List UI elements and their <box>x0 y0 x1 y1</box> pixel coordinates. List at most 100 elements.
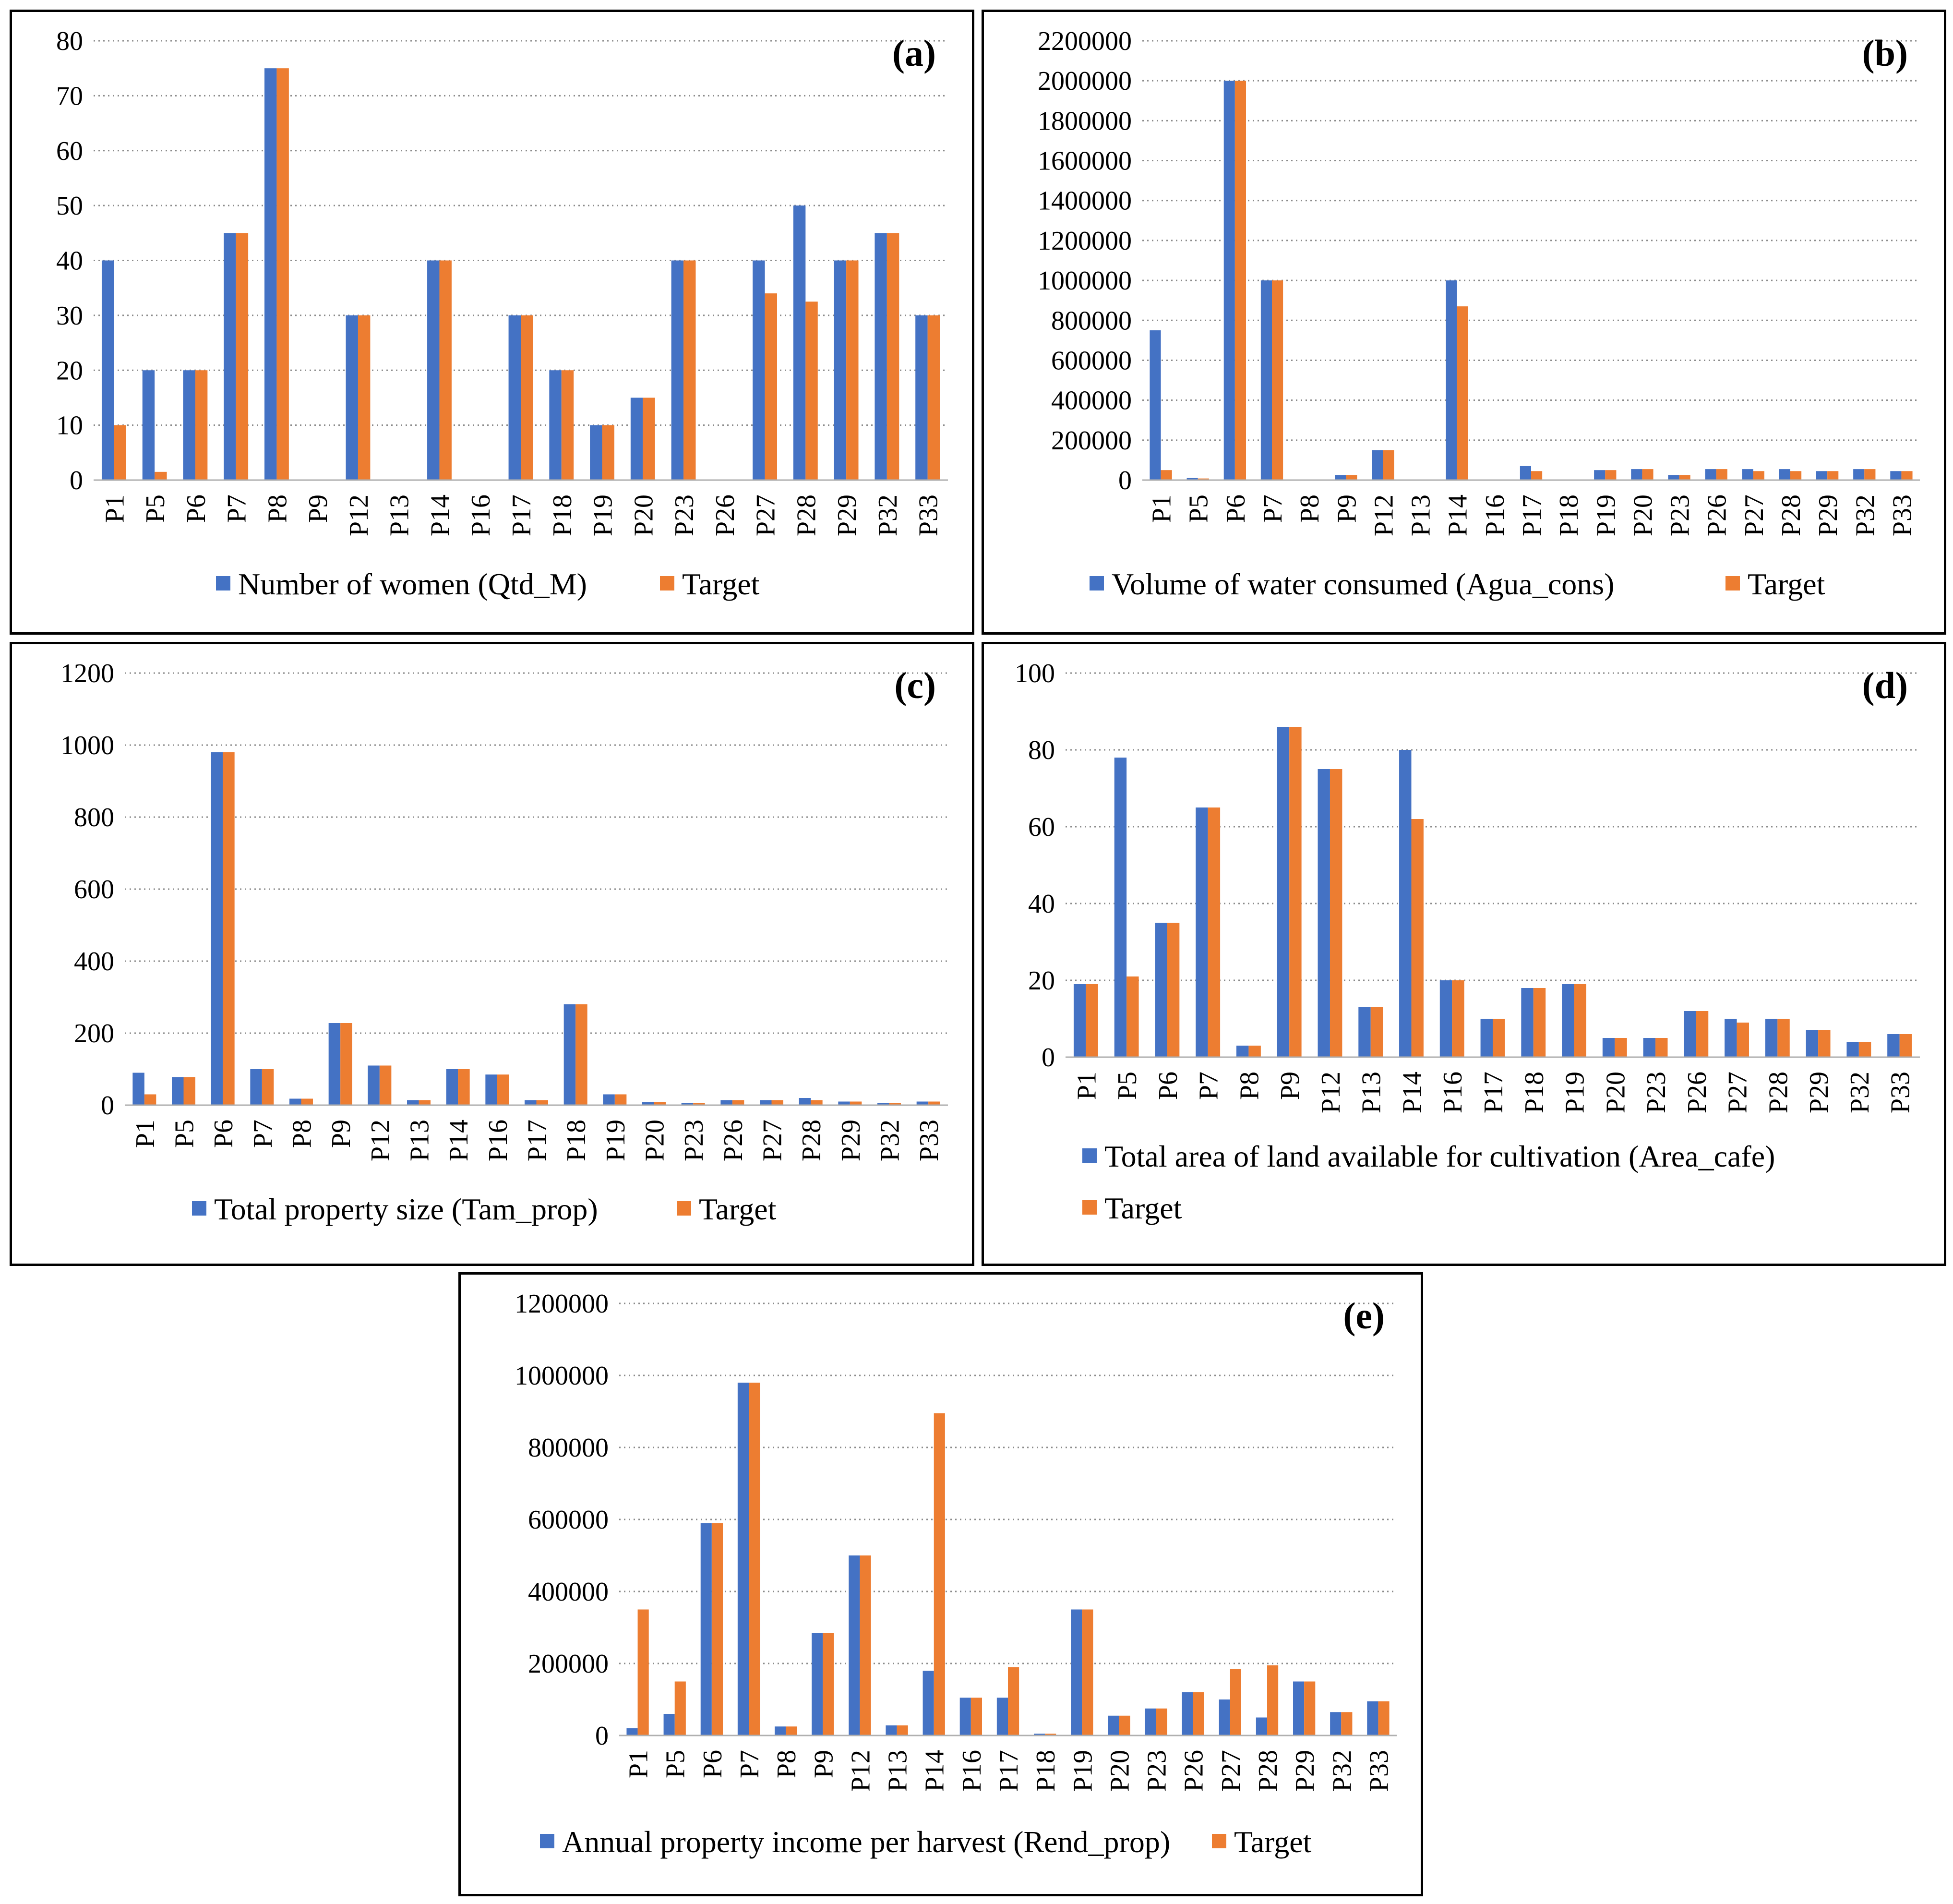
chart-b-bar-target <box>1346 475 1357 480</box>
chart-c-xtick-label: P7 <box>248 1120 278 1148</box>
chart-b-bar-measured <box>1631 469 1642 480</box>
chart-c-xtick-label: P27 <box>758 1120 788 1161</box>
chart-a-xtick-label: P23 <box>670 494 699 536</box>
chart-b-bar-target <box>1234 81 1246 480</box>
chart-a-ytick-label: 40 <box>56 246 83 276</box>
chart-e-legend-swatch-target <box>1212 1834 1226 1848</box>
chart-e-bar-target <box>711 1523 723 1735</box>
chart-a-xtick-label: P16 <box>466 494 496 536</box>
chart-c-bar-measured <box>642 1102 654 1105</box>
chart-e-ytick-label: 200000 <box>528 1649 609 1679</box>
chart-a-bar-target <box>114 425 126 480</box>
chart-e-legend-swatch-measured <box>540 1834 554 1848</box>
chart-d-xtick-label: P7 <box>1194 1072 1224 1100</box>
chart-c-bar-measured <box>760 1100 772 1105</box>
chart-a-ytick-label: 70 <box>56 81 83 111</box>
chart-e-bar-measured <box>1182 1692 1193 1735</box>
chart-d-bar-target <box>1411 819 1424 1057</box>
chart-e-bar-measured <box>626 1728 638 1735</box>
chart-a-ytick-label: 0 <box>70 466 83 495</box>
chart-a-ytick-label: 80 <box>56 26 83 56</box>
chart-c-ytick-label: 400 <box>74 947 114 976</box>
chart-c-bar-target <box>732 1100 744 1105</box>
chart-a-xtick-label: P7 <box>222 494 252 523</box>
chart-c-xtick-label: P18 <box>562 1120 591 1161</box>
chart-e-bar-measured <box>663 1714 675 1735</box>
chart-a-bar-target <box>521 315 533 480</box>
chart-d-bar-measured <box>1521 988 1534 1057</box>
chart-b-xtick-label: P1 <box>1147 494 1177 523</box>
chart-e-xtick-label: P26 <box>1179 1750 1209 1792</box>
chart-e-bar-target <box>1193 1692 1204 1735</box>
chart-e-bar-target <box>1341 1712 1353 1735</box>
chart-a-bar-measured <box>264 68 277 480</box>
chart-b-bar-measured <box>1742 469 1753 480</box>
chart-c-xtick-label: P33 <box>914 1120 944 1161</box>
chart-c-legend-swatch-target <box>677 1201 691 1216</box>
chart-d-bar-measured <box>1684 1011 1696 1057</box>
chart-e-bar-measured <box>812 1633 823 1735</box>
chart-b-xtick-label: P29 <box>1813 494 1843 536</box>
chart-c-bar-measured <box>563 1004 576 1105</box>
chart-c-bar-target <box>419 1100 431 1105</box>
chart-c-ytick-label: 1200 <box>60 659 114 688</box>
chart-d-bar-measured <box>1114 758 1127 1057</box>
chart-b-xtick-label: P7 <box>1258 494 1288 523</box>
chart-b-xtick-label: P5 <box>1184 494 1214 523</box>
chart-c-xtick-label: P6 <box>209 1120 239 1148</box>
chart-d-bar-measured <box>1887 1034 1900 1057</box>
chart-c-xtick-label: P19 <box>601 1120 631 1161</box>
chart-e-bar-measured <box>959 1698 971 1735</box>
chart-a-legend-swatch-measured <box>216 576 230 590</box>
chart-e-bar-measured <box>1293 1681 1305 1735</box>
chart-a-xtick-label: P32 <box>873 494 903 536</box>
chart-a-bar-target <box>155 471 167 480</box>
chart-b-legend-label: Target <box>1748 567 1825 601</box>
chart-e-bar-measured <box>775 1726 786 1735</box>
chart-b-xtick-label: P14 <box>1443 494 1473 536</box>
chart-e-ytick-label: 1200000 <box>515 1289 609 1319</box>
chart-d-bar-measured <box>1806 1030 1819 1057</box>
chart-e-bar-measured <box>849 1555 860 1735</box>
chart-a-bar-measured <box>508 315 521 480</box>
chart-b-xtick-label: P26 <box>1702 494 1732 536</box>
chart-a-bar-target <box>561 370 574 480</box>
chart-a-bar-target <box>602 425 614 480</box>
chart-e-bar-target <box>823 1633 834 1735</box>
chart-d-ytick-label: 40 <box>1028 889 1055 919</box>
chart-a-xtick-label: P33 <box>914 494 944 536</box>
chart-d-xtick-label: P23 <box>1641 1072 1671 1113</box>
chart-c-bar-target <box>771 1100 783 1105</box>
chart-b-xtick-label: P13 <box>1406 494 1436 536</box>
chart-b-svg: 0 200000 400000 600000 800000 1000000 1200000 1… <box>1038 26 1920 601</box>
chart-a-xtick-label: P12 <box>344 494 374 536</box>
chart-b-bar-target <box>1642 469 1653 480</box>
chart-e-xtick-label: P5 <box>661 1750 691 1778</box>
chart-d-xtick-label: P28 <box>1763 1072 1793 1113</box>
chart-e-xtick-label: P33 <box>1364 1750 1394 1792</box>
chart-b-bar-target <box>1864 469 1876 480</box>
chart-a-xtick-label: P1 <box>100 494 130 523</box>
chart-b-bar-measured <box>1853 469 1865 480</box>
chart-a-ytick-label: 50 <box>56 191 83 221</box>
chart-d-xtick-label: P12 <box>1316 1072 1346 1113</box>
chart-d-bar-target <box>1167 923 1180 1057</box>
chart-b-xtick-label: P20 <box>1628 494 1658 536</box>
chart-c-bar-target <box>458 1069 470 1105</box>
chart-c-bar-measured <box>250 1069 262 1105</box>
chart-e-bar-measured <box>996 1698 1008 1735</box>
chart-b-legend-swatch-target <box>1725 576 1740 590</box>
chart-d-xtick-label: P27 <box>1723 1072 1753 1113</box>
chart-c-ytick-label: 1000 <box>60 731 114 760</box>
chart-c-bar-measured <box>289 1098 301 1105</box>
chart-a-bar-target <box>805 301 818 480</box>
chart-a-bar-measured <box>224 233 236 480</box>
chart-e-xtick-label: P13 <box>883 1750 913 1792</box>
chart-b-xtick-label: P6 <box>1221 494 1251 523</box>
chart-b-bar-target <box>1753 471 1764 480</box>
chart-d-bar-measured <box>1358 1007 1371 1057</box>
chart-c-panel-label: (c) <box>894 664 936 706</box>
chart-d-xtick-label: P20 <box>1601 1072 1630 1113</box>
chart-d-xtick-label: P33 <box>1886 1072 1916 1113</box>
chart-d-xtick-label: P32 <box>1845 1072 1875 1113</box>
